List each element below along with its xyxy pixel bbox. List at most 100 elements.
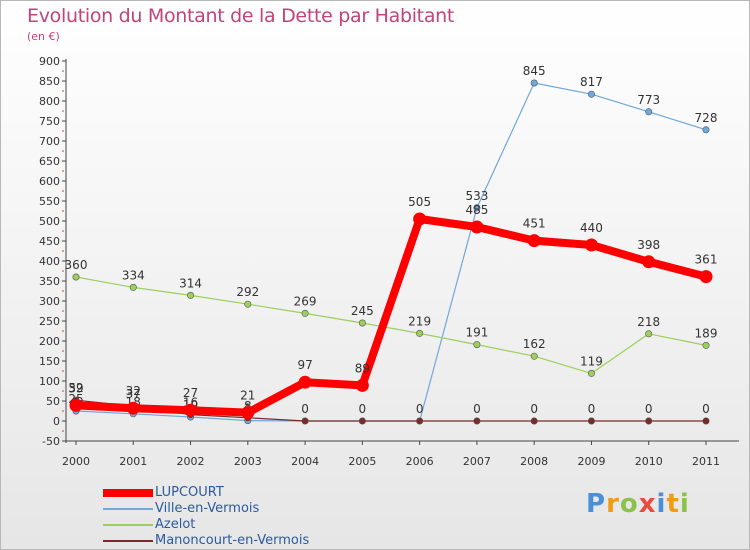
y-tick-label: 450 [39, 235, 60, 248]
y-tick-label: 600 [39, 175, 60, 188]
x-tick-label: 2011 [692, 455, 720, 468]
x-tick-label: 2003 [234, 455, 262, 468]
x-tick-label: 2007 [463, 455, 491, 468]
legend-label: LUPCOURT [155, 485, 224, 500]
x-tick-label: 2002 [177, 455, 205, 468]
y-minor-tick [62, 350, 64, 352]
x-tick-label: 2001 [119, 455, 147, 468]
y-tick-label: 300 [39, 295, 60, 308]
data-point-ville-en-vermois [587, 90, 595, 98]
data-label-lupcourt: 485 [465, 203, 488, 217]
y-minor-tick [62, 330, 64, 332]
data-point-lupcourt [413, 212, 427, 226]
x-tick-label: 2005 [348, 455, 376, 468]
y-tick-label: 0 [53, 415, 60, 428]
chart-title: Evolution du Montant de la Dette par Hab… [27, 5, 455, 27]
legend-swatch [103, 489, 153, 497]
y-tick-label: 900 [39, 55, 60, 68]
data-label-manoncourt-en-vermois: 37 [126, 387, 141, 401]
y-tick-label: 250 [39, 315, 60, 328]
y-minor-tick [62, 410, 64, 412]
data-label-lupcourt: 89 [355, 361, 370, 375]
data-label-manoncourt-en-vermois: 0 [530, 402, 538, 416]
y-tick-label: 500 [39, 215, 60, 228]
x-tick-label: 2004 [291, 455, 319, 468]
data-label-azelot: 292 [236, 285, 259, 299]
data-label-azelot: 269 [294, 294, 317, 308]
data-point-azelot [587, 369, 595, 377]
y-minor-tick [62, 210, 64, 212]
data-label-ville-en-vermois: 533 [465, 189, 488, 203]
y-tick-label: 150 [39, 355, 60, 368]
y-minor-tick [62, 90, 64, 92]
data-point-azelot [473, 341, 481, 349]
data-point-manoncourt-en-vermois [645, 417, 653, 425]
legend-swatch [103, 540, 153, 542]
data-point-azelot [530, 352, 538, 360]
data-point-lupcourt [584, 238, 598, 252]
y-tick-label: 550 [39, 195, 60, 208]
y-minor-tick [62, 310, 64, 312]
y-minor-tick [62, 390, 64, 392]
logo-letter: r [606, 489, 620, 519]
data-label-azelot: 219 [408, 314, 431, 328]
data-point-ville-en-vermois [530, 79, 538, 87]
data-label-ville-en-vermois: 773 [637, 93, 660, 107]
y-minor-tick [62, 270, 64, 272]
data-label-lupcourt: 21 [240, 389, 255, 403]
y-minor-tick [62, 130, 64, 132]
data-label-manoncourt-en-vermois: 8 [244, 399, 252, 413]
data-point-lupcourt [470, 220, 484, 234]
data-label-lupcourt: 398 [637, 238, 660, 252]
data-point-manoncourt-en-vermois [530, 417, 538, 425]
data-label-manoncourt-en-vermois: 0 [473, 402, 481, 416]
proxiti-logo: Proxiti [586, 489, 690, 519]
y-minor-tick [62, 70, 64, 72]
data-point-azelot [645, 330, 653, 338]
data-point-azelot [416, 329, 424, 337]
data-label-azelot: 189 [695, 326, 718, 340]
y-tick-label: 800 [39, 95, 60, 108]
data-label-azelot: 119 [580, 354, 603, 368]
data-label-lupcourt: 361 [695, 253, 718, 267]
y-minor-tick [62, 190, 64, 192]
data-label-lupcourt: 505 [408, 195, 431, 209]
data-label-manoncourt-en-vermois: 52 [68, 381, 83, 395]
data-point-manoncourt-en-vermois [587, 417, 595, 425]
data-point-azelot [187, 291, 195, 299]
chart-unit: (en €) [27, 30, 60, 43]
logo-letter: t [666, 489, 680, 519]
data-point-manoncourt-en-vermois [473, 417, 481, 425]
data-point-lupcourt [69, 398, 83, 412]
data-label-lupcourt: 27 [183, 386, 198, 400]
y-minor-tick [62, 430, 64, 432]
data-label-manoncourt-en-vermois: 0 [301, 402, 309, 416]
data-point-lupcourt [699, 270, 713, 284]
data-point-azelot [702, 341, 710, 349]
y-tick-label: 50 [46, 395, 60, 408]
data-label-lupcourt: 97 [297, 358, 312, 372]
logo-letter: x [638, 489, 657, 519]
data-label-manoncourt-en-vermois: 0 [416, 402, 424, 416]
y-minor-tick [62, 170, 64, 172]
legend-label: Manoncourt-en-Vermois [155, 533, 310, 548]
series-line-azelot [75, 276, 707, 374]
y-tick-label: 750 [39, 115, 60, 128]
data-point-ville-en-vermois [645, 108, 653, 116]
logo-letter: P [586, 489, 607, 519]
series-line-lupcourt [72, 215, 710, 417]
data-label-azelot: 360 [65, 258, 88, 272]
data-label-azelot: 191 [465, 326, 488, 340]
data-point-lupcourt [355, 378, 369, 392]
y-tick-label: 100 [39, 375, 60, 388]
y-minor-tick [62, 290, 64, 292]
data-label-manoncourt-en-vermois: 0 [645, 402, 653, 416]
data-label-azelot: 245 [351, 304, 374, 318]
data-point-azelot [301, 309, 309, 317]
data-point-manoncourt-en-vermois [358, 417, 366, 425]
data-point-azelot [244, 300, 252, 308]
data-point-azelot [358, 319, 366, 327]
data-point-lupcourt [527, 234, 541, 248]
data-label-azelot: 314 [179, 276, 202, 290]
y-tick-label: 400 [39, 255, 60, 268]
